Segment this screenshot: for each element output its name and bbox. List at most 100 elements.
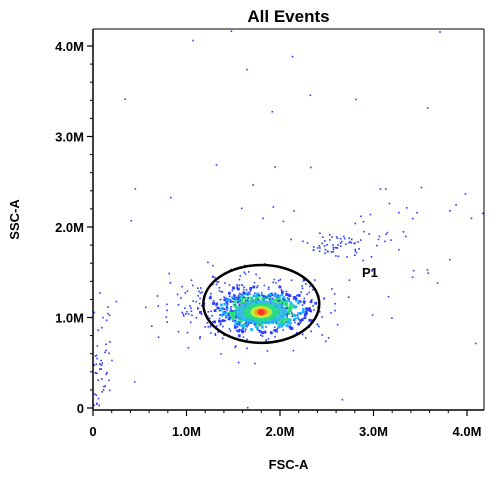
data-point — [238, 322, 241, 324]
data-point — [293, 305, 297, 309]
data-point — [215, 302, 219, 306]
data-point — [231, 296, 235, 299]
y-tick-label: 1.0M — [55, 311, 84, 326]
data-point — [260, 291, 263, 294]
data-point — [97, 379, 99, 381]
gate-ellipse[interactable] — [202, 263, 321, 345]
data-point — [303, 316, 307, 320]
data-point — [197, 295, 199, 297]
data-point — [215, 283, 218, 286]
data-point — [244, 323, 248, 327]
data-point — [243, 296, 245, 299]
data-point — [220, 353, 222, 355]
data-point — [248, 271, 250, 273]
data-point — [294, 298, 298, 302]
data-point — [219, 324, 221, 326]
y-tick-label: 2.0M — [55, 220, 84, 235]
data-point — [323, 245, 326, 247]
data-point — [93, 364, 96, 366]
data-point — [170, 196, 172, 199]
data-point — [376, 244, 378, 247]
data-point — [282, 220, 285, 223]
data-point — [225, 297, 227, 300]
data-point — [103, 385, 105, 388]
x-axis-label: FSC-A — [269, 457, 309, 472]
data-point — [242, 336, 245, 338]
x-tick-label: 4.0M — [453, 424, 482, 439]
data-point — [300, 318, 304, 321]
data-point — [271, 321, 275, 325]
plot-frame — [92, 28, 485, 411]
data-point — [271, 110, 274, 113]
data-point — [232, 303, 236, 307]
gate-p1[interactable]: P1 — [202, 263, 378, 345]
data-point — [335, 236, 338, 238]
data-point — [245, 300, 248, 304]
data-point — [272, 281, 274, 284]
data-point — [321, 242, 324, 245]
data-point — [231, 317, 235, 321]
data-point — [261, 335, 264, 337]
data-point — [426, 269, 429, 271]
data-point — [200, 304, 203, 307]
data-point — [281, 290, 283, 293]
data-point — [187, 347, 190, 349]
data-point — [261, 295, 264, 297]
data-point — [238, 304, 241, 306]
data-point — [108, 352, 110, 355]
data-point — [226, 305, 228, 307]
data-point — [292, 298, 295, 300]
data-point — [227, 318, 230, 321]
data-point — [370, 256, 373, 258]
data-point — [105, 319, 108, 322]
data-point — [239, 275, 242, 277]
data-point — [234, 313, 238, 317]
data-point — [245, 322, 247, 324]
data-point — [336, 323, 339, 326]
data-point — [240, 302, 244, 306]
data-point — [207, 311, 209, 313]
data-point — [349, 240, 352, 243]
data-point — [256, 285, 259, 287]
data-point — [93, 311, 95, 314]
data-point — [312, 249, 315, 251]
data-point — [215, 164, 218, 166]
data-point — [286, 312, 289, 315]
data-point — [252, 294, 256, 298]
cluster-debris-near-origin — [93, 292, 113, 407]
data-point — [297, 322, 300, 326]
density-contour — [257, 309, 266, 316]
data-point — [227, 303, 229, 305]
data-point — [308, 291, 311, 294]
data-point — [102, 316, 104, 319]
data-point — [258, 324, 261, 327]
data-point — [298, 311, 302, 315]
data-point — [330, 251, 333, 253]
data-point — [183, 315, 185, 317]
data-point — [412, 217, 414, 220]
data-point — [222, 311, 225, 314]
data-point — [176, 293, 179, 296]
data-point — [235, 296, 237, 299]
data-point — [233, 315, 237, 319]
data-point — [231, 310, 234, 312]
data-point — [286, 307, 288, 310]
data-point — [289, 303, 292, 307]
data-point — [360, 215, 362, 218]
data-point — [319, 247, 321, 249]
data-point — [231, 289, 234, 292]
data-point — [229, 312, 233, 315]
data-point — [97, 397, 100, 400]
data-point — [236, 287, 238, 289]
data-point — [285, 299, 289, 303]
data-point — [230, 306, 232, 308]
data-point — [273, 299, 276, 302]
data-point — [234, 306, 238, 309]
data-point — [218, 290, 221, 292]
data-point — [279, 278, 282, 281]
data-point — [263, 299, 265, 301]
data-point — [324, 252, 326, 255]
data-point — [332, 246, 335, 249]
data-point — [99, 363, 101, 365]
